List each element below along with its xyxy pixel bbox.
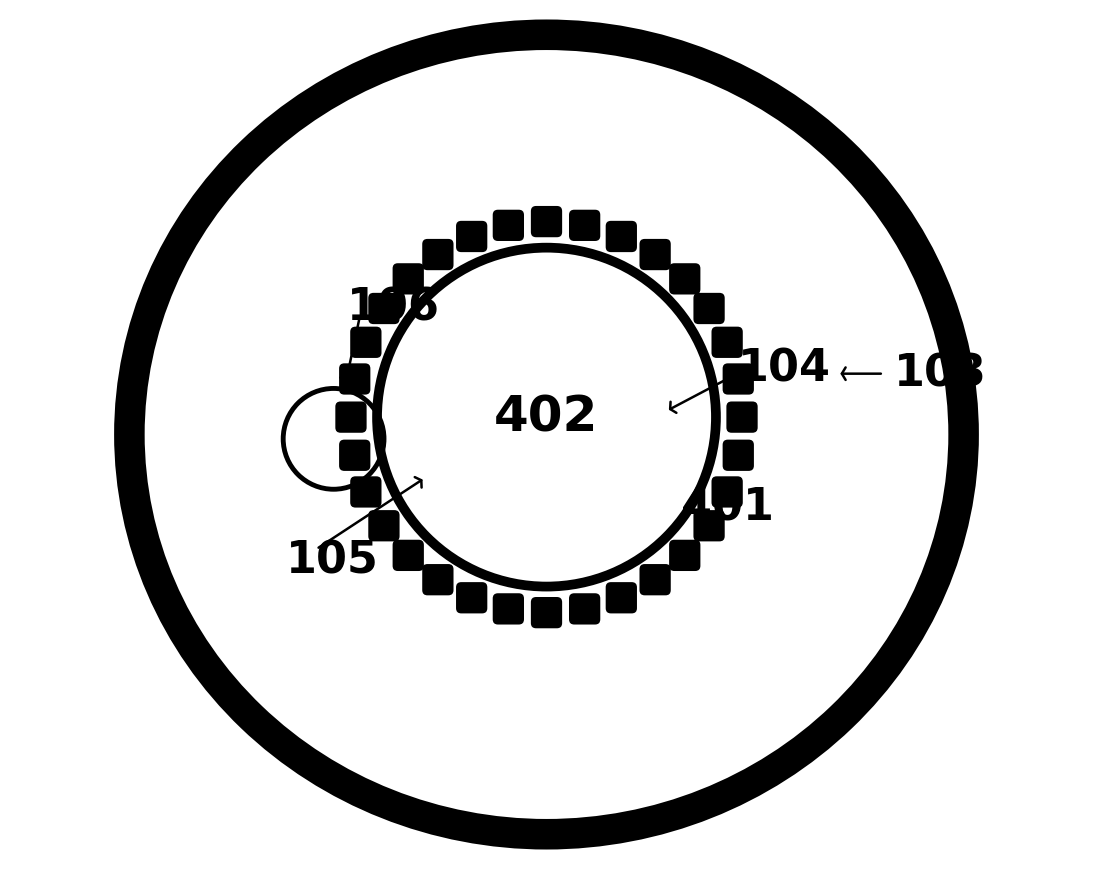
FancyBboxPatch shape xyxy=(493,594,524,625)
FancyBboxPatch shape xyxy=(392,263,424,295)
FancyBboxPatch shape xyxy=(493,209,524,241)
FancyBboxPatch shape xyxy=(350,476,381,507)
FancyBboxPatch shape xyxy=(722,363,754,395)
FancyBboxPatch shape xyxy=(339,440,371,471)
FancyBboxPatch shape xyxy=(456,221,487,252)
FancyBboxPatch shape xyxy=(422,564,454,595)
FancyBboxPatch shape xyxy=(639,564,671,595)
FancyBboxPatch shape xyxy=(422,239,454,270)
FancyBboxPatch shape xyxy=(669,540,701,571)
FancyBboxPatch shape xyxy=(368,293,400,324)
Text: 105: 105 xyxy=(285,539,378,582)
FancyBboxPatch shape xyxy=(693,293,725,324)
FancyBboxPatch shape xyxy=(336,401,366,433)
FancyBboxPatch shape xyxy=(569,594,600,625)
FancyBboxPatch shape xyxy=(531,597,562,628)
FancyBboxPatch shape xyxy=(639,239,671,270)
Text: 103: 103 xyxy=(894,352,987,395)
FancyBboxPatch shape xyxy=(392,540,424,571)
FancyBboxPatch shape xyxy=(669,263,701,295)
Text: 401: 401 xyxy=(681,487,774,530)
FancyBboxPatch shape xyxy=(606,221,637,252)
FancyBboxPatch shape xyxy=(722,440,754,471)
Text: 104: 104 xyxy=(738,348,831,391)
Text: 402: 402 xyxy=(494,393,599,441)
FancyBboxPatch shape xyxy=(350,327,381,358)
FancyBboxPatch shape xyxy=(368,510,400,541)
Text: 106: 106 xyxy=(346,287,439,330)
FancyBboxPatch shape xyxy=(727,401,757,433)
FancyBboxPatch shape xyxy=(339,363,371,395)
FancyBboxPatch shape xyxy=(456,582,487,614)
FancyBboxPatch shape xyxy=(606,582,637,614)
FancyBboxPatch shape xyxy=(712,327,743,358)
FancyBboxPatch shape xyxy=(693,510,725,541)
FancyBboxPatch shape xyxy=(531,206,562,237)
FancyBboxPatch shape xyxy=(712,476,743,507)
FancyBboxPatch shape xyxy=(569,209,600,241)
